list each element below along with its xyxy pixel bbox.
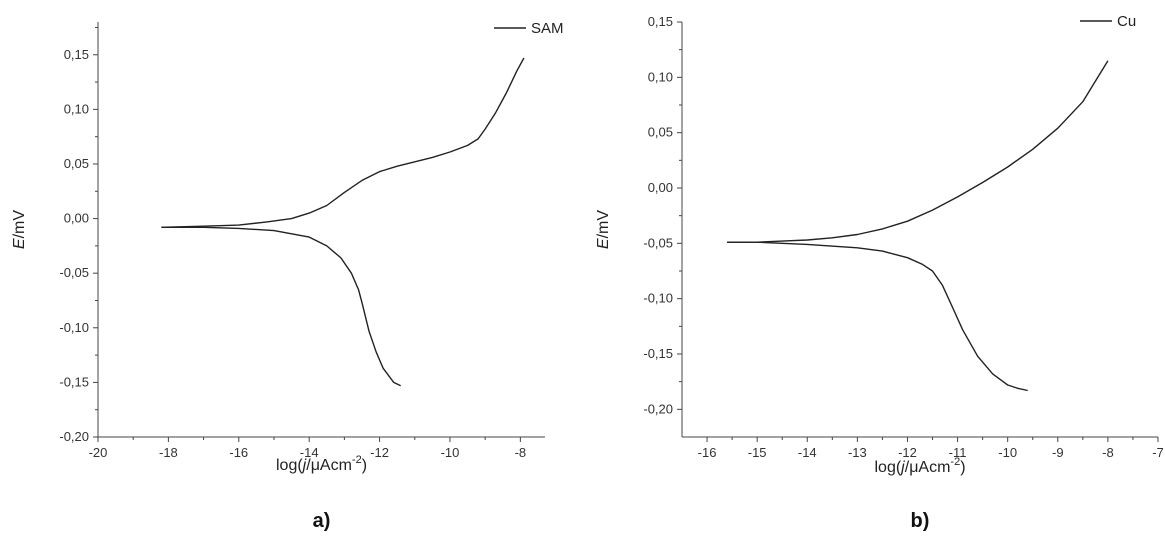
x-tick-label: -14 — [798, 445, 817, 460]
y-tick-label: -0,10 — [643, 291, 673, 306]
y-tick-label: 0,10 — [64, 101, 89, 116]
x-axis-title-part: Acm — [320, 457, 352, 474]
x-axis-title-part: j — [899, 459, 905, 476]
y-axis-title: E/mV — [11, 210, 28, 249]
x-axis-title-part: Acm — [918, 459, 950, 476]
y-tick-label: 0,10 — [648, 69, 673, 84]
y-tick-label: 0,15 — [64, 47, 89, 62]
y-tick-label: 0,00 — [648, 180, 673, 195]
y-tick-label: -0,20 — [59, 429, 89, 444]
x-tick-label: -13 — [848, 445, 867, 460]
y-tick-label: -0,10 — [59, 320, 89, 335]
y-tick-label: -0,05 — [59, 265, 89, 280]
y-axis-title-symbol: E — [11, 238, 28, 249]
x-tick-label: -7 — [1152, 445, 1164, 460]
series-line-cathodic-branch — [161, 226, 401, 387]
x-axis-title-part: -2 — [950, 456, 960, 468]
y-tick-label: 0,05 — [648, 125, 673, 140]
y-tick-label: -0,15 — [59, 374, 89, 389]
x-tick-label: -8 — [1102, 445, 1114, 460]
x-tick-label: -12 — [370, 445, 389, 460]
y-tick-label: -0,20 — [643, 401, 673, 416]
panel-label: b) — [911, 510, 930, 532]
x-tick-label: -10 — [441, 445, 460, 460]
x-tick-label: -16 — [698, 445, 717, 460]
series-line-anodic-branch — [727, 60, 1109, 243]
x-tick-label: -11 — [949, 445, 967, 460]
x-axis-title-part: μ — [311, 457, 320, 474]
x-axis-title-part: log( — [276, 457, 303, 474]
x-axis-title-part: j — [301, 457, 307, 474]
x-tick-label: -9 — [1052, 445, 1064, 460]
x-tick-label: -12 — [898, 445, 917, 460]
x-axis-title-part: / — [905, 459, 910, 476]
y-tick-label: 0,00 — [64, 211, 89, 226]
y-axis-title: E/mV — [595, 210, 612, 249]
y-tick-label: 0,05 — [64, 156, 89, 171]
x-tick-label: -16 — [229, 445, 248, 460]
y-tick-label: -0,15 — [643, 346, 673, 361]
series-line-cathodic-branch — [727, 241, 1028, 392]
x-tick-label: -10 — [998, 445, 1017, 460]
panel-label: a) — [313, 510, 331, 532]
x-tick-label: -15 — [748, 445, 767, 460]
x-tick-label: -8 — [515, 445, 527, 460]
y-axis-title-unit: /mV — [11, 210, 28, 239]
x-axis-title: log(j/μAcm-2) — [874, 456, 965, 476]
series-line-anodic-branch — [161, 57, 525, 228]
x-axis-title: log(j/μAcm-2) — [276, 454, 367, 474]
x-axis-title-part: / — [306, 457, 311, 474]
legend-label: SAM — [531, 20, 564, 37]
y-tick-label: 0,15 — [648, 14, 673, 29]
y-axis-title-unit: /mV — [595, 210, 612, 239]
y-axis-title-symbol: E — [595, 238, 612, 249]
legend-label: Cu — [1117, 13, 1136, 30]
x-axis-title-part: ) — [960, 459, 965, 476]
x-axis-title-part: μ — [909, 459, 918, 476]
x-axis-title-part: ) — [362, 457, 367, 474]
x-tick-label: -20 — [89, 445, 108, 460]
chart-panel-1: -20 -18 -16 -14 -12 -10 -8 -0,20 -0,15 -0,10 -0,05… — [11, 20, 564, 532]
chart-panel-2: -16 -15 -14 -13 -12 -11 -10 -9 -8 -7 -0,20 -0,15 -0,… — [595, 13, 1164, 532]
x-axis-title-part: log( — [874, 459, 901, 476]
x-tick-label: -18 — [159, 445, 178, 460]
y-tick-label: -0,05 — [643, 235, 673, 250]
x-axis-title-part: -2 — [352, 454, 362, 466]
x-tick-label: -14 — [300, 445, 319, 460]
